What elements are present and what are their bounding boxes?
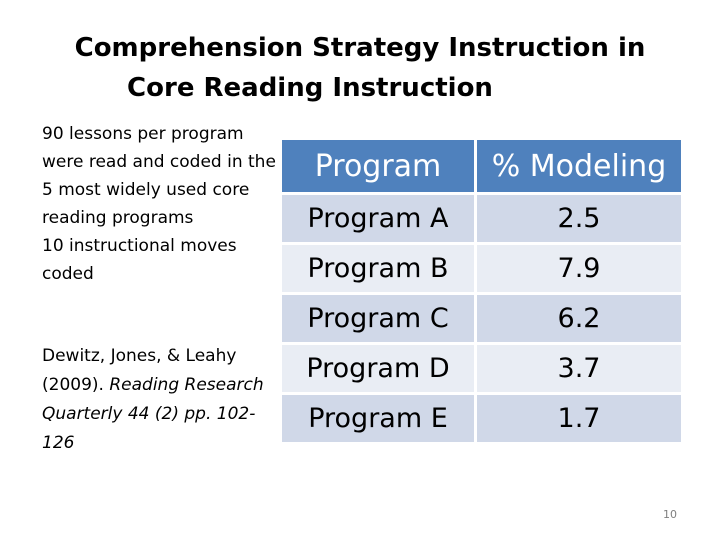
page-number: 10: [663, 508, 677, 521]
program-name: Program B: [282, 242, 477, 292]
description-text: 90 lessons per program were read and cod…: [42, 120, 282, 458]
program-name: Program C: [282, 292, 477, 342]
header-program: Program: [282, 140, 477, 192]
citation-source: Reading Research Quarterly 44 (2) pp. 10…: [42, 375, 264, 453]
program-name: Program E: [282, 392, 477, 442]
table-row: Program B 7.9: [282, 242, 681, 292]
header-modeling: % Modeling: [477, 140, 681, 192]
slide-title-line-1: Comprehension Strategy Instruction in: [74, 33, 646, 63]
citation-authors: Dewitz, Jones, & Leahy (2009).: [42, 346, 237, 395]
program-name: Program A: [282, 192, 477, 242]
table-row: Program A 2.5: [282, 192, 681, 242]
modeling-value: 3.7: [477, 342, 681, 392]
table-header-row: Program % Modeling: [282, 140, 681, 192]
modeling-value: 7.9: [477, 242, 681, 292]
program-name: Program D: [282, 342, 477, 392]
modeling-value: 6.2: [477, 292, 681, 342]
modeling-value: 2.5: [477, 192, 681, 242]
table-row: Program D 3.7: [282, 342, 681, 392]
modeling-value: 1.7: [477, 392, 681, 442]
spacer: [42, 288, 282, 342]
citation: Dewitz, Jones, & Leahy (2009). Reading R…: [42, 342, 282, 458]
slide-title: Comprehension Strategy Instruction in Co…: [40, 28, 680, 108]
table-row: Program C 6.2: [282, 292, 681, 342]
modeling-table: Program % Modeling Program A 2.5 Program…: [282, 140, 681, 442]
bullet-moves: 10 instructional moves coded: [42, 236, 237, 284]
bullet-lessons: 90 lessons per program were read and cod…: [42, 124, 276, 228]
slide-title-line-2: Core Reading Instruction: [127, 73, 493, 103]
table-row: Program E 1.7: [282, 392, 681, 442]
